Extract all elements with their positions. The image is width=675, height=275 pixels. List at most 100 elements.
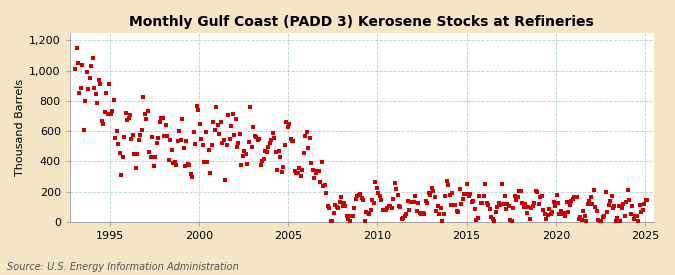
Point [497, 202, 508, 206]
Point [406, 200, 416, 204]
Point [454, 187, 465, 191]
Point [377, 208, 388, 212]
Point [416, 212, 427, 216]
Point [70, 67, 80, 72]
Point [423, 191, 434, 196]
Point [511, 198, 522, 202]
Point [303, 146, 314, 150]
Point [358, 198, 369, 202]
Point [612, 216, 623, 220]
Point [491, 205, 502, 209]
Point [114, 151, 125, 155]
Point [413, 200, 424, 205]
Point [369, 201, 379, 205]
Point [78, 127, 89, 132]
Point [429, 194, 440, 199]
Point [104, 82, 115, 87]
Point [383, 203, 394, 208]
Point [82, 70, 92, 74]
Point [627, 204, 638, 208]
Point [89, 86, 100, 90]
Point [566, 199, 576, 203]
Point [587, 202, 597, 206]
Point [240, 152, 251, 156]
Point [282, 124, 293, 129]
Point [227, 112, 238, 117]
Point [594, 219, 605, 223]
Point [611, 219, 622, 223]
Point [506, 219, 517, 223]
Point [99, 110, 110, 114]
Point [202, 160, 213, 164]
Point [287, 139, 298, 144]
Point [194, 121, 205, 126]
Point [391, 186, 402, 191]
Point [641, 198, 651, 202]
Point [621, 200, 632, 204]
Point [553, 200, 564, 205]
Point [136, 128, 147, 132]
Point [419, 212, 430, 217]
Point [427, 186, 437, 191]
Point [475, 201, 486, 205]
Point [310, 171, 321, 176]
Point [520, 202, 531, 206]
Point [512, 195, 523, 199]
Point [361, 210, 372, 214]
Point [159, 134, 169, 138]
Point [615, 219, 626, 223]
Point [275, 155, 286, 159]
Point [178, 145, 189, 150]
Point [80, 98, 91, 103]
Point [526, 205, 537, 210]
Point [74, 90, 85, 95]
Point [639, 202, 649, 206]
Point [344, 219, 355, 223]
Point [205, 171, 215, 175]
Point [501, 207, 512, 211]
Point [350, 197, 361, 201]
Point [450, 203, 461, 208]
Point [223, 113, 234, 117]
Point [348, 214, 358, 218]
Point [242, 162, 253, 166]
Point [298, 151, 309, 155]
Point [113, 142, 124, 146]
Point [365, 208, 376, 213]
Point [387, 197, 398, 201]
Point [547, 210, 558, 214]
Point [138, 95, 148, 99]
Point [523, 204, 534, 209]
Point [144, 150, 155, 154]
Point [257, 159, 268, 163]
Point [471, 218, 482, 222]
Point [373, 191, 383, 195]
Point [551, 193, 562, 197]
Point [300, 134, 310, 138]
Point [518, 204, 529, 209]
Point [292, 171, 303, 175]
Point [339, 201, 350, 205]
Point [578, 209, 589, 213]
Point [93, 77, 104, 82]
Point [389, 181, 400, 185]
Point [188, 130, 199, 134]
Point [180, 164, 190, 168]
Point [342, 213, 352, 218]
Point [83, 86, 94, 91]
Point [410, 194, 421, 198]
Point [465, 192, 476, 196]
Point [211, 105, 221, 109]
Point [157, 116, 168, 120]
Point [296, 174, 306, 178]
Point [110, 136, 121, 140]
Point [394, 204, 404, 208]
Point [449, 203, 460, 207]
Point [181, 139, 192, 143]
Point [313, 169, 324, 173]
Point [172, 139, 183, 144]
Point [192, 103, 202, 108]
Point [165, 138, 176, 142]
Point [199, 160, 210, 164]
Point [620, 214, 630, 218]
